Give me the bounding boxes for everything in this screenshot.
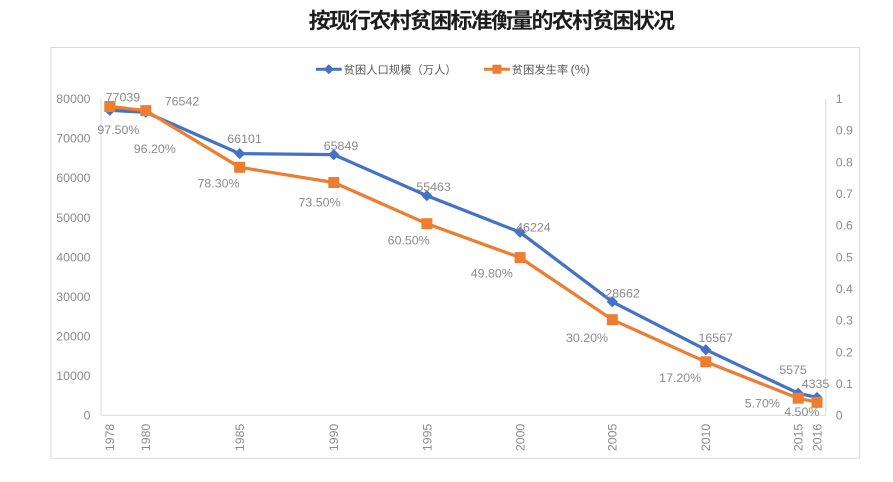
svg-text:50000: 50000 [56, 211, 90, 225]
svg-text:0.5: 0.5 [836, 250, 853, 264]
svg-text:40000: 40000 [56, 250, 90, 264]
svg-text:4335: 4335 [802, 377, 830, 391]
svg-text:70000: 70000 [56, 132, 90, 146]
svg-text:77039: 77039 [106, 90, 141, 104]
svg-text:66101: 66101 [227, 132, 262, 146]
svg-text:0.2: 0.2 [836, 345, 853, 359]
svg-text:0.9: 0.9 [836, 124, 853, 138]
svg-text:16567: 16567 [698, 331, 733, 345]
svg-text:1978: 1978 [103, 424, 117, 452]
svg-text:96.20%: 96.20% [134, 142, 176, 156]
svg-text:2016: 2016 [810, 424, 824, 452]
svg-text:1995: 1995 [420, 424, 434, 452]
svg-text:5575: 5575 [779, 363, 807, 377]
svg-text:0.1: 0.1 [836, 377, 853, 391]
svg-text:30.20%: 30.20% [566, 331, 608, 345]
svg-text:1990: 1990 [327, 424, 341, 452]
svg-text:0: 0 [836, 409, 843, 423]
svg-text:0: 0 [84, 409, 91, 423]
svg-text:0.6: 0.6 [836, 219, 853, 233]
svg-text:0.3: 0.3 [836, 314, 853, 328]
svg-text:46224: 46224 [516, 220, 551, 234]
svg-text:(%): (%) [571, 63, 590, 77]
svg-text:2010: 2010 [699, 424, 713, 452]
svg-text:4.50%: 4.50% [784, 405, 819, 419]
svg-text:17.20%: 17.20% [659, 371, 701, 385]
svg-text:30000: 30000 [56, 290, 90, 304]
svg-text:76542: 76542 [165, 95, 200, 109]
svg-text:10000: 10000 [56, 369, 90, 383]
svg-text:60000: 60000 [56, 171, 90, 185]
svg-text:73.50%: 73.50% [298, 196, 340, 210]
svg-text:80000: 80000 [56, 92, 90, 106]
svg-text:97.50%: 97.50% [97, 123, 139, 137]
svg-text:20000: 20000 [56, 330, 90, 344]
svg-text:1985: 1985 [233, 424, 247, 452]
svg-text:55463: 55463 [416, 180, 451, 194]
svg-text:0.4: 0.4 [836, 282, 853, 296]
svg-text:2000: 2000 [514, 424, 528, 452]
svg-text:2005: 2005 [606, 424, 620, 452]
svg-text:49.80%: 49.80% [471, 267, 513, 281]
svg-text:2015: 2015 [792, 424, 806, 452]
svg-text:5.70%: 5.70% [745, 396, 780, 410]
svg-text:28662: 28662 [605, 286, 640, 300]
svg-text:1980: 1980 [139, 424, 153, 452]
svg-text:78.30%: 78.30% [197, 176, 239, 190]
svg-text:0.7: 0.7 [836, 187, 853, 201]
svg-text:60.50%: 60.50% [388, 233, 430, 247]
svg-text:1: 1 [836, 92, 843, 106]
svg-text:65849: 65849 [324, 139, 359, 153]
svg-text:0.8: 0.8 [836, 155, 853, 169]
